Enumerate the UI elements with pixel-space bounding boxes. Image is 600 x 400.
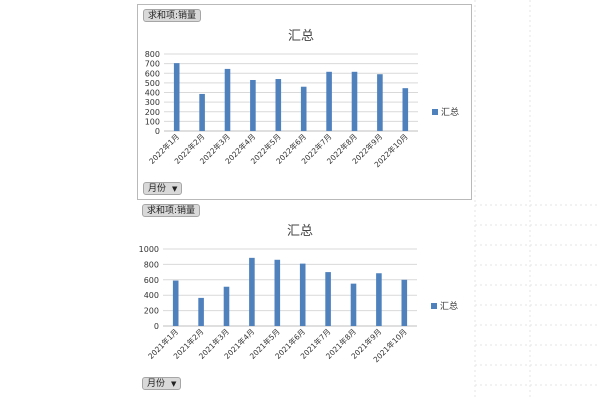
legend-label: 汇总 (441, 108, 460, 118)
y-tick-label: 400 (145, 89, 160, 98)
bar (299, 263, 306, 326)
bar (223, 286, 230, 326)
y-tick-label: 600 (144, 276, 159, 285)
y-tick-label: 0 (154, 322, 159, 331)
y-tick-label: 600 (145, 69, 160, 78)
chart-title: 汇总 (288, 29, 315, 44)
pivot-chart-2021[interactable]: 求和项:销量 汇总 0 200 400 600 800 1000 2021年1月 2021年2… (137, 202, 472, 400)
bar (300, 86, 307, 131)
bar (326, 71, 332, 131)
category-field-label: 月份 (147, 379, 166, 389)
bar (351, 71, 358, 131)
bar (325, 272, 331, 326)
bar (199, 93, 205, 131)
bar (376, 273, 382, 326)
bar (250, 79, 256, 131)
value-field-button[interactable]: 求和项:销量 (143, 9, 202, 22)
y-tick-label: 1000 (139, 245, 159, 254)
legend-label: 汇总 (440, 302, 459, 312)
dropdown-arrow-icon: ▼ (171, 380, 177, 388)
category-field-button[interactable]: 月份 ▼ (143, 182, 183, 195)
y-tick-label: 800 (145, 50, 160, 59)
y-tick-label: 700 (145, 60, 160, 69)
y-tick-label: 100 (145, 117, 160, 126)
category-field-label: 月份 (148, 184, 167, 194)
y-tick-label: 400 (144, 291, 159, 300)
chart-legend: 汇总 (432, 105, 459, 118)
category-field-button[interactable]: 月份 ▼ (142, 377, 182, 390)
legend-swatch (432, 108, 438, 115)
bar (350, 283, 357, 326)
plot-area: 01002003004005006007008002022年1月2022年2月2… (145, 50, 418, 169)
bar (402, 88, 409, 131)
y-tick-label: 200 (144, 307, 159, 316)
plot-area: 020040060080010002021年1月2021年2月2021年3月20… (139, 245, 417, 364)
bar (401, 279, 408, 326)
y-tick-label: 800 (144, 260, 159, 269)
bar (249, 257, 255, 326)
chart-title: 汇总 (287, 224, 314, 239)
legend-swatch (431, 302, 437, 309)
y-tick-label: 300 (145, 98, 160, 107)
y-tick-label: 200 (145, 108, 160, 117)
bar (274, 259, 281, 326)
y-tick-label: 500 (145, 79, 160, 88)
pivot-chart-2022[interactable]: 求和项:销量 汇总 0 100 200 300 400 500 600 700 800 2022年… (137, 4, 472, 200)
bar (377, 74, 383, 131)
bar (172, 280, 179, 326)
bar (198, 297, 204, 326)
bar (224, 68, 231, 131)
bar (173, 63, 180, 131)
y-tick-label: 0 (155, 127, 160, 136)
bar (275, 79, 282, 131)
dropdown-arrow-icon: ▼ (172, 185, 178, 193)
value-field-button[interactable]: 求和项:销量 (142, 204, 201, 217)
chart-legend: 汇总 (431, 299, 458, 312)
